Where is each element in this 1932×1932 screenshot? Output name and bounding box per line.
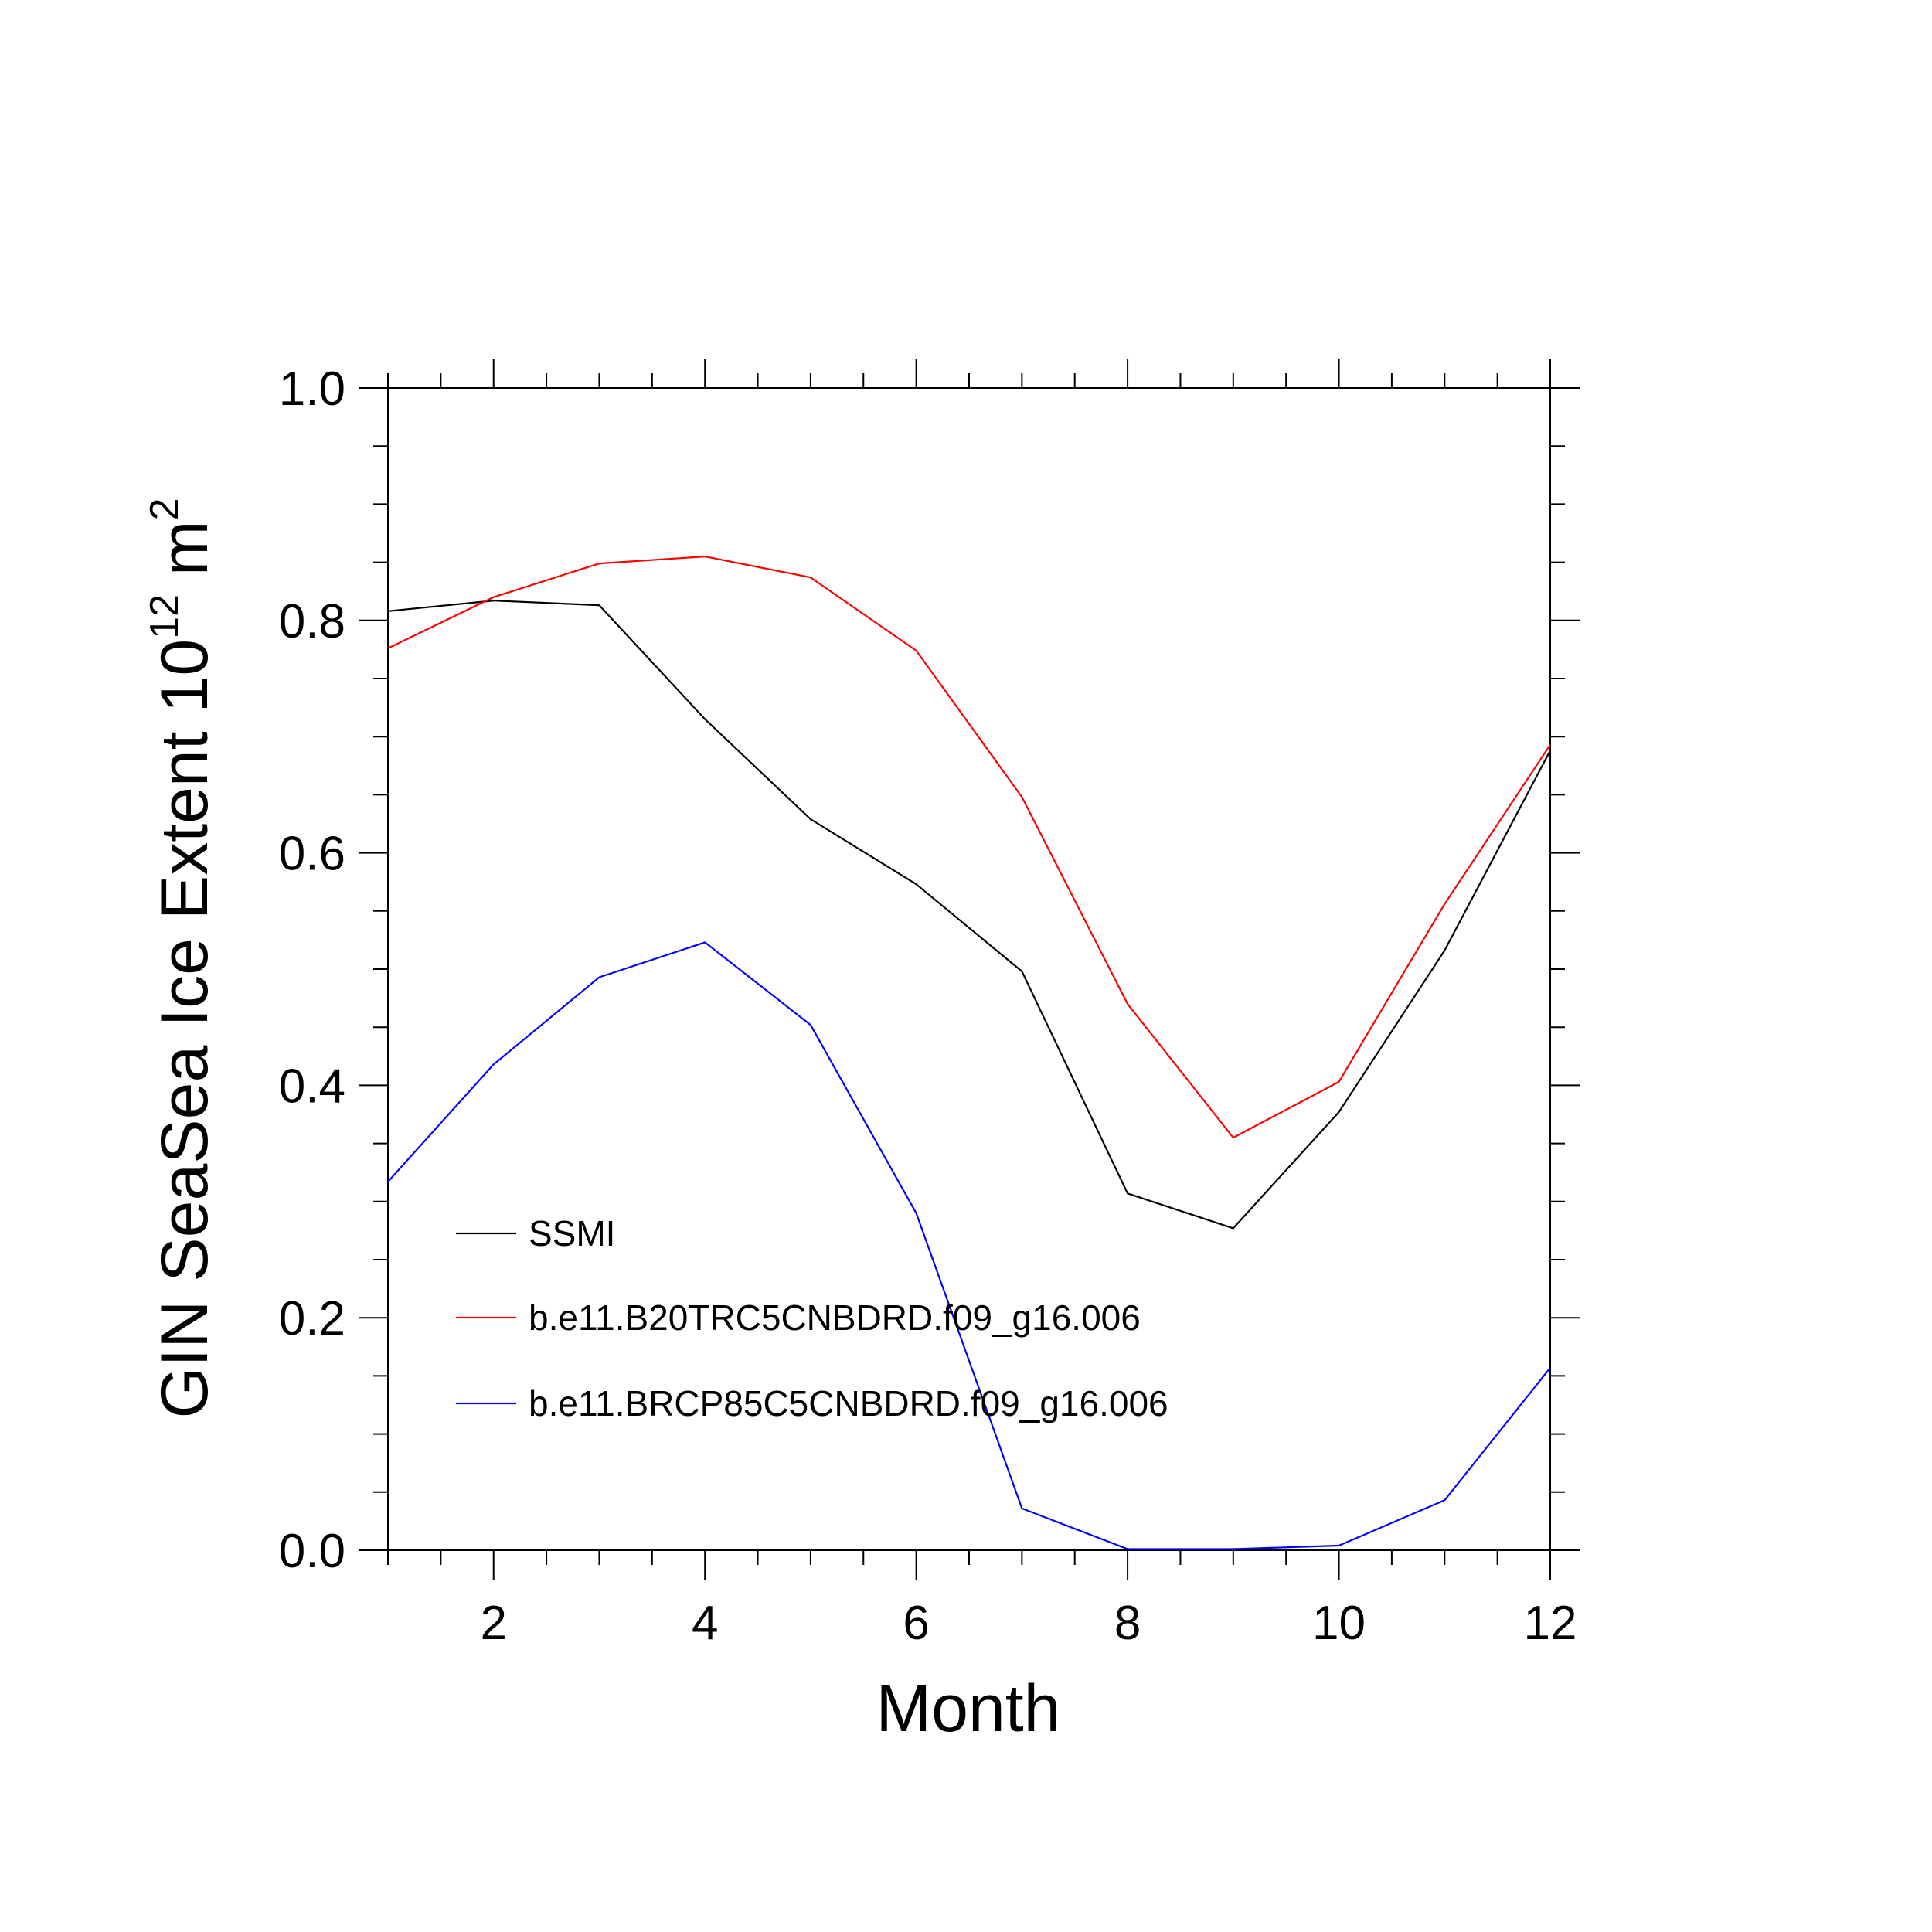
x-tick-label: 2: [480, 1597, 506, 1650]
x-tick-label: 4: [692, 1597, 718, 1650]
y-tick-label: 1.0: [279, 362, 345, 416]
y-axis-title: GIN SeaSea Ice Extent 1012 m2: [142, 498, 222, 1418]
y-tick-label: 0.2: [279, 1292, 345, 1345]
y-axis-title-unit-exponent: 2: [142, 498, 187, 520]
y-tick-label: 0.4: [279, 1060, 345, 1113]
y-axis-title-unit: m: [148, 520, 222, 594]
y-axis-title-exponent: 12: [142, 594, 187, 639]
x-axis-title: Month: [876, 1672, 1060, 1746]
series-line-1: [387, 555, 1551, 1139]
tick-labels: 2 4 6 8 10 12 0.0 0.2 0.4 0.6 0.8 1.0: [279, 362, 1577, 1650]
plot-frame: [387, 387, 1551, 1551]
legend: SSMI b.e11.B20TRC5CNBDRD.f09_g16.006 b.e11…: [456, 1213, 1168, 1423]
series-layer: [387, 555, 1551, 1550]
y-tick-label: 0.0: [279, 1525, 345, 1578]
y-axis-title-main: GIN SeaSea Ice Extent 10: [148, 639, 222, 1419]
legend-label-2: b.e11.BRCP85C5CNBDRD.f09_g16.006: [529, 1383, 1168, 1423]
x-tick-label: 8: [1114, 1597, 1141, 1650]
legend-label-0: SSMI: [529, 1213, 615, 1253]
series-line-0: [387, 600, 1551, 1230]
x-tick-label: 6: [903, 1597, 929, 1650]
y-tick-label: 0.6: [279, 828, 345, 881]
axis-ticks: [359, 359, 1580, 1580]
y-tick-label: 0.8: [279, 595, 345, 648]
series-line-2: [387, 941, 1551, 1550]
legend-label-1: b.e11.B20TRC5CNBDRD.f09_g16.006: [529, 1298, 1141, 1338]
x-tick-label: 12: [1524, 1597, 1577, 1650]
x-tick-label: 10: [1312, 1597, 1366, 1650]
